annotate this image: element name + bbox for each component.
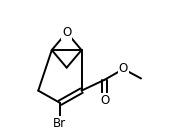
Text: O: O [119,63,128,75]
Text: O: O [100,94,109,107]
Text: Br: Br [53,117,66,130]
Text: O: O [62,26,71,39]
